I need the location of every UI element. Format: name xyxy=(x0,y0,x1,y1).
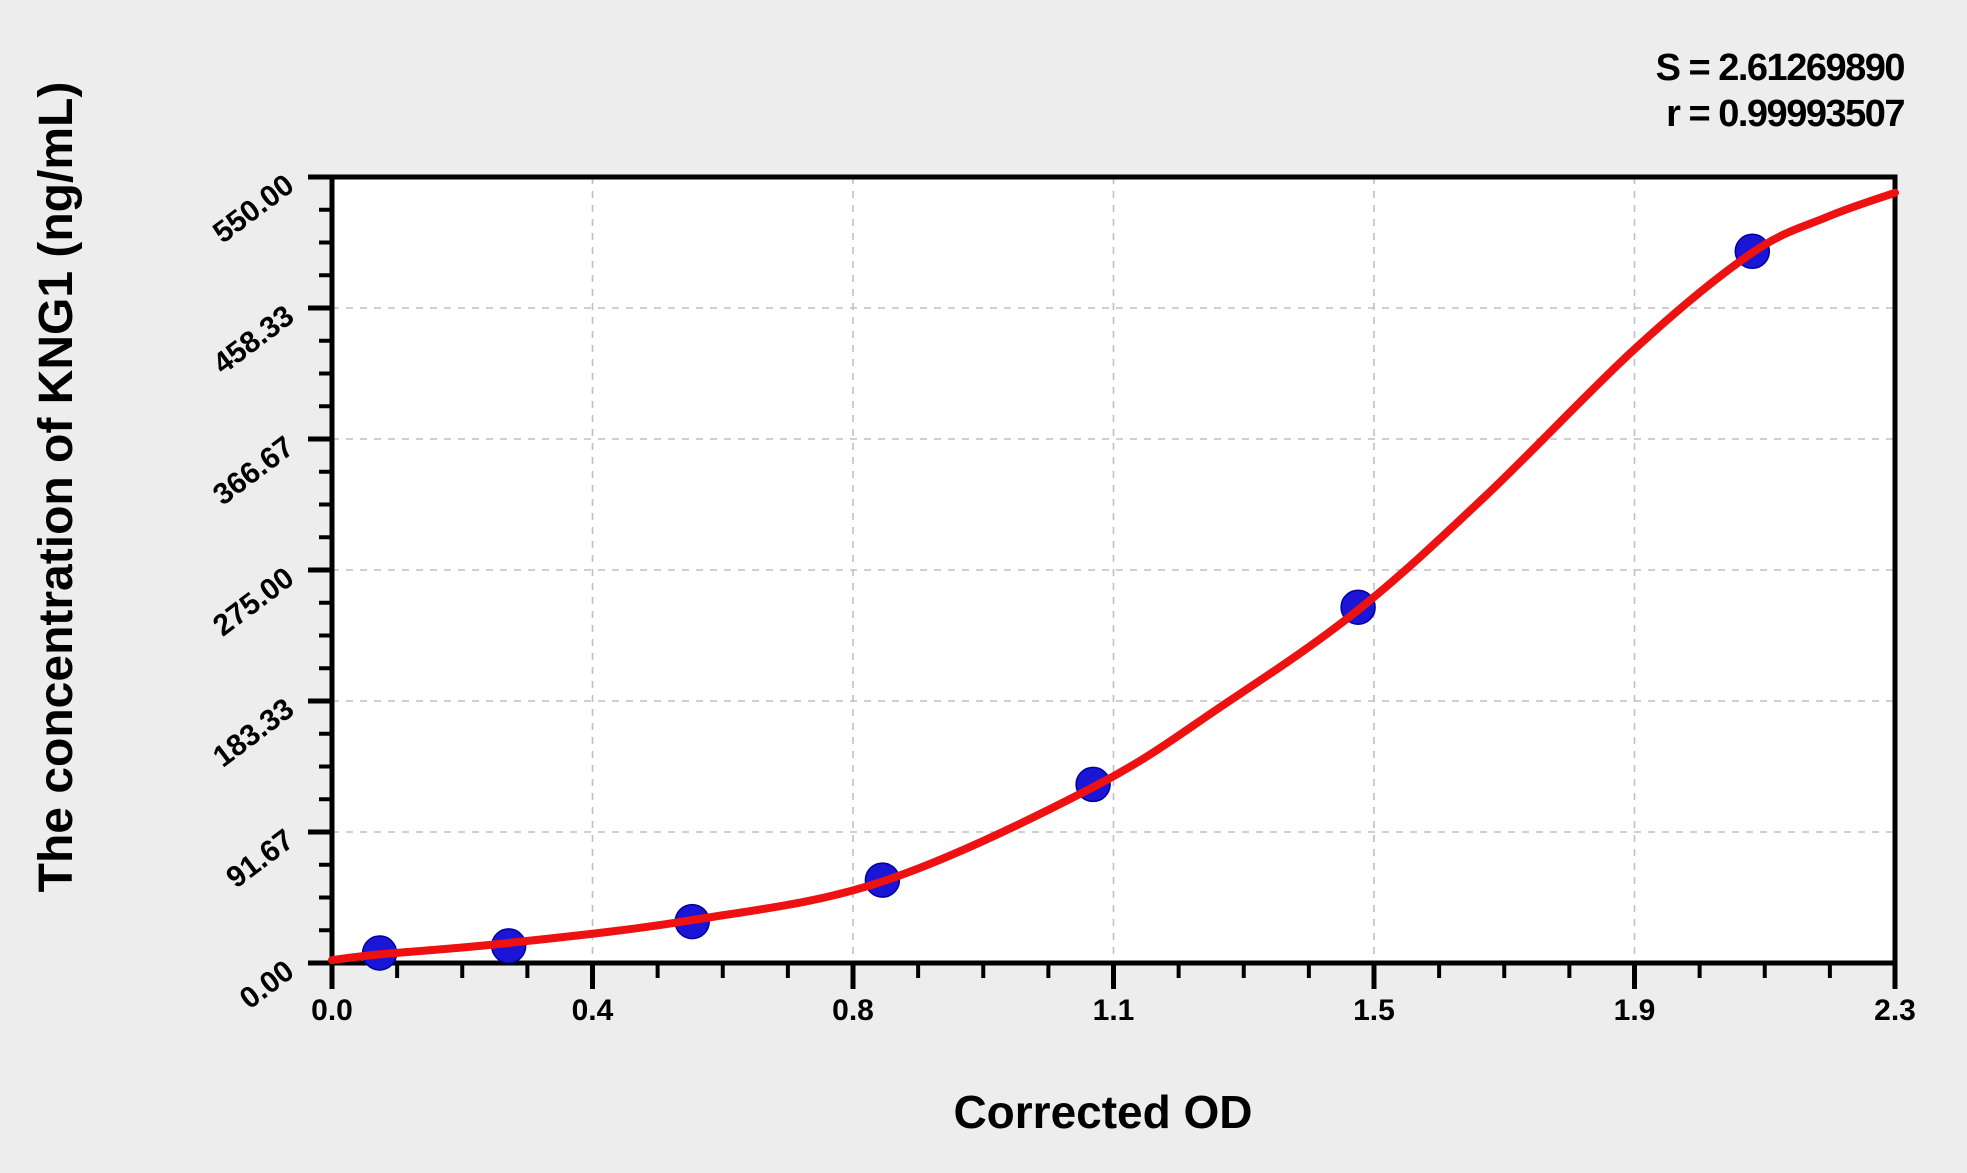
plot-frame xyxy=(329,174,1898,966)
y-tick-label: 183.33 xyxy=(207,692,300,774)
y-tick-label: 91.67 xyxy=(220,823,300,895)
x-tick-label: 1.9 xyxy=(1614,994,1656,1027)
x-tick-label: 2.3 xyxy=(1874,994,1916,1027)
x-tick-label: 1.5 xyxy=(1353,994,1395,1027)
x-tick-labels: 0.0 0.4 0.8 1.1 1.5 1.9 2.3 xyxy=(311,994,1916,1027)
y-tick-label: 366.67 xyxy=(207,430,300,512)
y-tick-label: 275.00 xyxy=(207,561,300,643)
stat-s-value: S = 2.61269890 xyxy=(1656,47,1905,89)
y-tick-label: 458.33 xyxy=(207,299,300,381)
x-tick-label: 1.1 xyxy=(1093,994,1135,1027)
gridlines xyxy=(332,177,1895,963)
y-tick-label: 550.00 xyxy=(207,168,300,250)
x-axis-title: Corrected OD xyxy=(953,1086,1252,1138)
fitted-curve-line xyxy=(328,188,1899,965)
y-tick-label: 0.00 xyxy=(234,954,300,1015)
x-tick-label: 0.8 xyxy=(832,994,874,1027)
stat-r-value: r = 0.99993507 xyxy=(1666,93,1904,135)
x-tick-label: 0.4 xyxy=(572,994,614,1027)
y-tick-labels: 0.00 91.67 183.33 275.00 366.67 458.33 550.00 xyxy=(207,168,300,1015)
y-axis-title: The concentration of KNG1 (ng/mL) xyxy=(30,82,83,893)
axis-ticks xyxy=(308,174,1898,989)
x-tick-label: 0.0 xyxy=(311,994,353,1027)
